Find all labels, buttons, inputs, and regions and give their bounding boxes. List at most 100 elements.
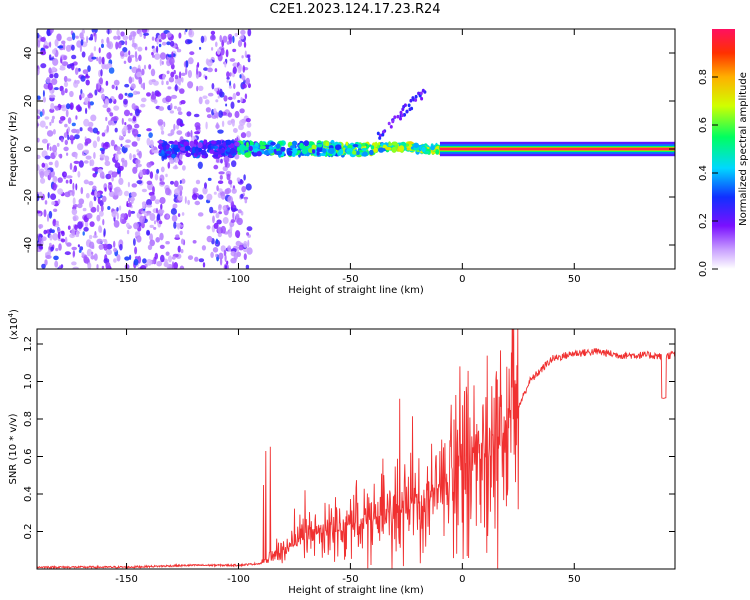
spectrogram-noise-mark	[194, 256, 199, 262]
spectrogram-noise-mark	[131, 42, 137, 48]
spectrogram-noise-mark	[52, 182, 57, 191]
spectrogram-noise-mark	[221, 120, 225, 128]
spectrogram-noise-mark	[41, 263, 46, 269]
spectrogram-noise-mark	[131, 183, 138, 188]
spectrogram-noise-mark	[237, 209, 242, 214]
spectrogram-noise-mark	[199, 46, 202, 50]
spectrogram-noise-mark	[71, 246, 77, 251]
spectrogram-noise-mark	[83, 256, 90, 264]
spectrogram-noise-mark	[141, 97, 147, 103]
spectrogram-noise-mark	[246, 247, 253, 255]
spectrogram-noise-mark	[71, 228, 76, 236]
spectrogram-noise-mark	[87, 262, 92, 269]
spectrogram-noise-mark	[156, 207, 158, 214]
spectrogram-noise-mark	[119, 243, 123, 251]
spectrogram-noise-mark	[37, 40, 41, 48]
spectrogram-noise-mark	[159, 197, 166, 204]
spectrogram-noise-mark	[211, 47, 214, 51]
spectrogram-noise-mark	[62, 43, 66, 51]
spectrogram-noise-mark	[60, 138, 64, 143]
spectrogram-noise-mark	[194, 200, 201, 206]
x-tick-label: -150	[115, 574, 138, 585]
spectrogram-signal-mark	[361, 151, 368, 157]
spectrogram-signal-mark	[244, 152, 252, 158]
spectrogram-noise-mark	[156, 37, 159, 45]
spectrogram-noise-mark	[149, 171, 154, 179]
snr-x-ticks: -150 -100 -50 0 50	[115, 329, 581, 585]
spectrogram-noise-mark	[133, 222, 139, 230]
spectrogram-noise-mark	[161, 60, 164, 65]
spectrogram-noise-mark	[119, 205, 122, 211]
spectrogram-noise-mark	[217, 95, 220, 99]
spectrogram-noise-mark	[184, 30, 186, 35]
spectrogram-noise-mark	[63, 55, 67, 61]
spectrogram-noise-mark	[45, 169, 51, 174]
spectrogram-noise-mark	[170, 180, 174, 185]
spectrogram-noise-mark	[246, 130, 252, 138]
spectrogram-noise-mark	[131, 77, 135, 83]
spectrogram-noise-mark	[113, 105, 120, 111]
spectrogram-noise-mark	[185, 67, 188, 75]
spectrogram-noise-mark	[204, 99, 210, 105]
spectrogram-noise-mark	[232, 212, 235, 220]
spectrogram-signal-mark	[213, 151, 219, 155]
spectrogram-noise-mark	[44, 259, 48, 266]
spectrogram-noise-mark	[240, 97, 243, 103]
spectrogram-signal-mark	[203, 139, 207, 145]
spectrogram-noise-mark	[219, 257, 223, 266]
spectrogram-noise-mark	[120, 216, 123, 223]
spectrogram-noise-mark	[242, 83, 247, 89]
spectrogram-noise-mark	[102, 218, 105, 226]
x-tick-label: -50	[342, 574, 358, 585]
spectrogram-noise-mark	[161, 80, 164, 86]
spectrogram-noise-mark	[82, 231, 85, 236]
spectrogram-noise-mark	[40, 37, 46, 42]
spectrogram-noise-mark	[49, 234, 53, 241]
spectrogram-sidelobe-mark	[387, 121, 391, 126]
spectrogram-noise-mark	[115, 86, 118, 91]
spectrogram-sidelobe-mark	[378, 133, 382, 138]
spectrogram-noise-mark	[146, 128, 152, 132]
spectrogram-noise-mark	[51, 201, 56, 206]
spectrogram-noise-mark	[167, 86, 172, 90]
spectrogram-noise-mark	[39, 120, 46, 128]
spectrogram-noise-mark	[99, 226, 103, 234]
spectrogram-noise-mark	[112, 115, 119, 122]
spectrogram-noise-mark	[228, 179, 233, 185]
spectrogram-noise-mark	[105, 262, 111, 269]
spectrogram-noise-mark	[78, 160, 84, 168]
spectrogram-noise-mark	[159, 52, 167, 60]
spectrogram-noise-mark	[48, 67, 52, 74]
spectrogram-noise-mark	[247, 57, 251, 63]
spectrogram-noise-mark	[166, 214, 170, 219]
spectrogram-noise-mark	[81, 29, 86, 34]
spectrogram-noise-mark	[75, 115, 78, 120]
spectrogram-noise-mark	[83, 226, 89, 232]
spectrogram-noise-mark	[85, 155, 92, 160]
spectrogram-noise-mark	[141, 168, 148, 175]
spectrogram-signal-mark	[311, 144, 317, 150]
spectrogram-noise-mark	[123, 125, 128, 131]
spectrogram-noise-mark	[147, 244, 153, 251]
spectrogram-noise-mark	[105, 80, 109, 86]
spectrogram-noise-mark	[220, 225, 226, 234]
spectrogram-noise-mark	[113, 220, 120, 228]
spectrogram-noise-mark	[191, 193, 198, 200]
spectrogram-noise-mark	[93, 253, 98, 261]
spectrogram-noise-mark	[239, 108, 245, 114]
spectrogram-noise-mark	[213, 191, 217, 195]
spectrogram-noise-mark	[54, 87, 59, 91]
spectrogram-noise-mark	[37, 68, 40, 76]
spectrogram-noise-mark	[143, 32, 150, 36]
spectrogram-sidelobe-mark	[411, 96, 415, 100]
spectrogram-noise-mark	[170, 208, 177, 215]
spectrogram-noise-mark	[69, 90, 74, 98]
spectrogram-signal-mark	[391, 146, 397, 153]
spectrogram-noise-mark	[146, 212, 151, 216]
spectrogram-noise-mark	[89, 129, 94, 133]
spectrogram-noise-mark	[229, 72, 232, 77]
spectrogram-noise-mark	[60, 264, 64, 269]
spectrogram-signal-mark	[435, 149, 440, 155]
spectrogram-noise-mark	[83, 118, 90, 127]
spectrogram-noise-mark	[77, 171, 81, 178]
